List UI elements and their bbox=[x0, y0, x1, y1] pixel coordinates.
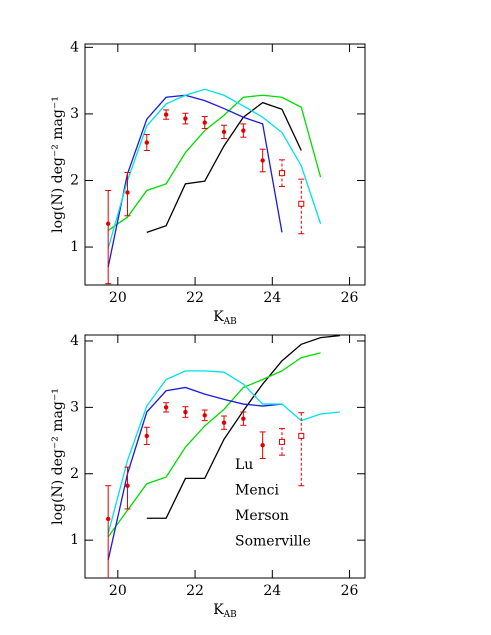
data-point bbox=[202, 413, 207, 418]
x-tick-label: 24 bbox=[263, 290, 281, 306]
data-point bbox=[144, 433, 149, 439]
legend-label: Merson bbox=[235, 508, 289, 524]
plot-frame bbox=[84, 334, 366, 579]
series-line bbox=[107, 386, 283, 561]
panel: 20 22 24 26 1 2 3 4 KAB log(N) deg⁻² mag⁻¹ bbox=[50, 39, 366, 327]
data-point bbox=[105, 516, 111, 522]
data-point bbox=[278, 438, 285, 445]
data-point bbox=[260, 443, 265, 448]
data-point bbox=[125, 483, 130, 488]
y-tick-label: 2 bbox=[70, 172, 79, 188]
x-tick-label: 20 bbox=[109, 290, 127, 306]
error-bar bbox=[278, 159, 285, 187]
series-line bbox=[107, 94, 283, 268]
panel: 20 22 24 26 1 2 3 4 KAB log(N) deg⁻² mag⁻¹ Lu Menci… bbox=[50, 333, 366, 620]
x-axis-label-main: K bbox=[213, 602, 224, 618]
y-tick-label: 4 bbox=[70, 333, 79, 349]
error-bar bbox=[298, 412, 305, 487]
y-tick-label: 1 bbox=[70, 239, 79, 255]
data-point bbox=[202, 120, 207, 125]
x-tick-label: 24 bbox=[263, 583, 281, 599]
series-line bbox=[107, 94, 322, 231]
data-point bbox=[125, 190, 130, 195]
x-axis-label-sub: AB bbox=[223, 317, 237, 327]
x-axis-label-main: K bbox=[213, 309, 224, 325]
y-tick-label: 4 bbox=[70, 39, 79, 55]
x-tick-label: 22 bbox=[186, 583, 204, 599]
legend-label: Somerville bbox=[235, 534, 311, 550]
data-point bbox=[221, 420, 227, 425]
series-line bbox=[107, 370, 340, 534]
data-point bbox=[163, 112, 169, 117]
data-point bbox=[105, 221, 111, 226]
x-tick-label: 26 bbox=[341, 583, 359, 599]
error-bar bbox=[105, 485, 112, 578]
data-point bbox=[163, 405, 169, 410]
series-line bbox=[146, 101, 302, 234]
y-tick-label: 1 bbox=[70, 532, 79, 548]
x-tick-label: 26 bbox=[341, 290, 359, 306]
legend-label: Lu bbox=[235, 457, 253, 473]
data-point bbox=[221, 129, 227, 135]
error-bar bbox=[124, 466, 131, 510]
data-point bbox=[298, 432, 305, 439]
error-bar bbox=[105, 189, 112, 285]
y-tick-label: 3 bbox=[70, 106, 79, 122]
y-tick-label: 3 bbox=[70, 399, 79, 415]
x-axis-label: KAB bbox=[213, 602, 237, 620]
series-line bbox=[107, 88, 322, 249]
data-point bbox=[298, 200, 305, 207]
x-tick-label: 20 bbox=[109, 583, 127, 599]
data-point bbox=[183, 116, 188, 121]
x-tick-label: 22 bbox=[186, 290, 204, 306]
data-point bbox=[241, 416, 246, 421]
data-point bbox=[278, 170, 285, 177]
error-bar bbox=[278, 428, 285, 456]
y-axis-label: log(N) deg⁻² mag⁻¹ bbox=[50, 96, 66, 233]
y-axis-label: log(N) deg⁻² mag⁻¹ bbox=[50, 388, 66, 525]
data-point bbox=[144, 140, 149, 145]
x-axis-label-sub: AB bbox=[223, 610, 237, 620]
data-point bbox=[241, 128, 246, 133]
data-point bbox=[183, 409, 188, 415]
plot-frame bbox=[84, 43, 366, 286]
series-line bbox=[107, 352, 321, 538]
data-point bbox=[260, 158, 265, 163]
legend-label: Menci bbox=[235, 483, 279, 499]
x-axis-label: KAB bbox=[213, 309, 237, 327]
y-tick-label: 2 bbox=[70, 466, 79, 482]
series-line bbox=[146, 335, 340, 519]
